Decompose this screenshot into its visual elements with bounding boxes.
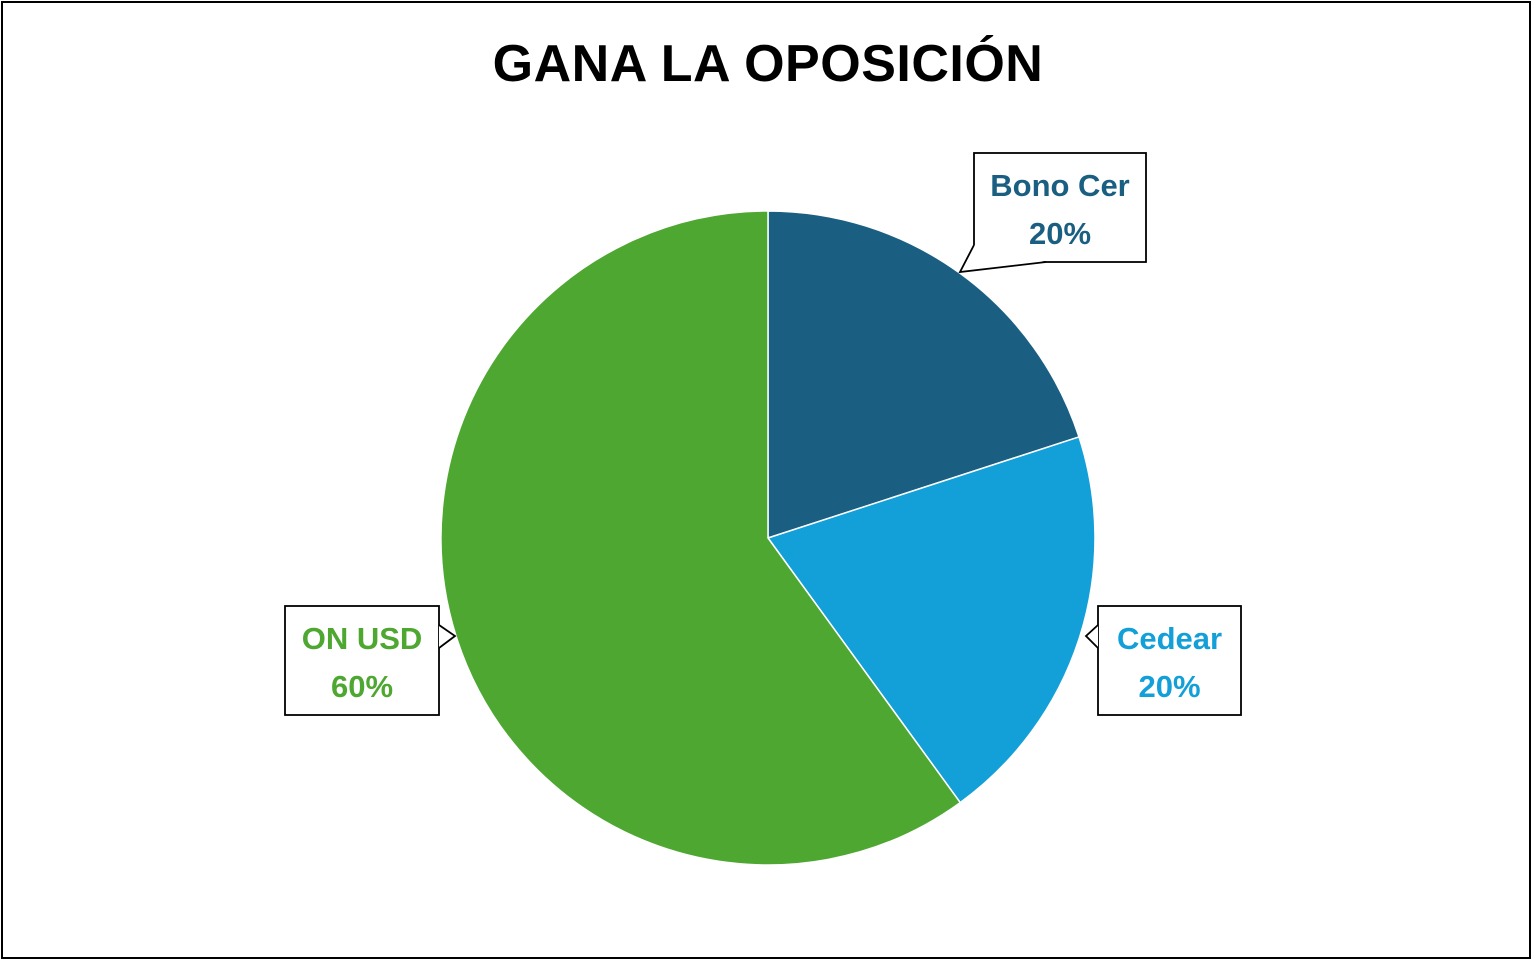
callout-cedear: Cedear 20% [1084,605,1242,716]
callout-on-usd: ON USD 60% [284,605,457,716]
callout-box [1097,605,1242,716]
callout-box [284,605,440,716]
slice-label: ON USD [302,621,423,656]
callout-pointer [1084,624,1099,649]
callout-box [973,152,1147,263]
pie-slice-bono-cer [767,210,1080,540]
slice-label: Cedear [1117,621,1222,656]
slice-percentage: 60% [331,669,393,704]
slice-percentage: 20% [1029,216,1091,251]
callout-pointer [438,624,457,649]
chart-title: GANA LA OPOSICIÓN [492,35,1044,93]
pie-slice-on-usd [440,210,962,866]
slice-percentage: 20% [1138,669,1200,704]
callout-pointer [958,244,1047,274]
pie-slices [440,210,1096,866]
pie-slice-cedear [766,436,1096,804]
callout-bono-cer: Bono Cer 20% [958,152,1147,274]
slice-label: Bono Cer [990,168,1130,203]
pie-callouts: Bono Cer 20% Cedear 20% ON USD 60% [284,152,1242,716]
